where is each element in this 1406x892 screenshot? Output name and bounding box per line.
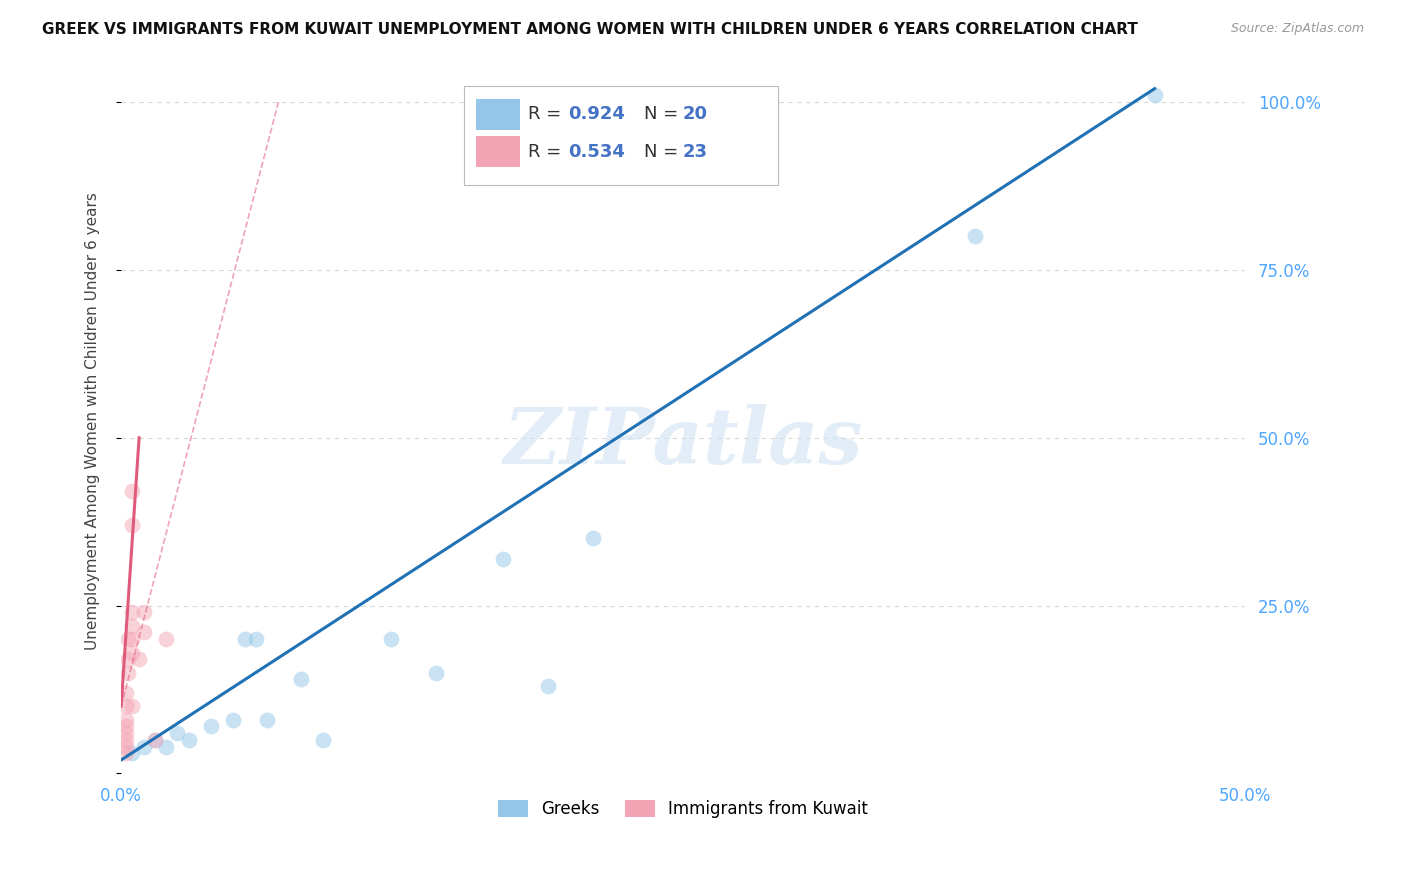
- Text: 20: 20: [683, 105, 707, 123]
- Point: [121, 746, 143, 760]
- Point: [233, 632, 256, 647]
- Point: [155, 739, 177, 754]
- Point: [114, 686, 136, 700]
- Text: 0.534: 0.534: [568, 143, 626, 161]
- Point: [290, 673, 312, 687]
- Point: [114, 719, 136, 733]
- Point: [177, 732, 200, 747]
- Point: [121, 646, 143, 660]
- Point: [256, 713, 278, 727]
- Point: [492, 551, 515, 566]
- Point: [132, 605, 155, 619]
- Point: [128, 652, 150, 666]
- FancyBboxPatch shape: [464, 87, 779, 185]
- Text: N =: N =: [644, 105, 683, 123]
- Point: [245, 632, 267, 647]
- FancyBboxPatch shape: [477, 99, 520, 130]
- Point: [121, 605, 143, 619]
- Point: [200, 719, 222, 733]
- Point: [222, 713, 245, 727]
- Text: Source: ZipAtlas.com: Source: ZipAtlas.com: [1230, 22, 1364, 36]
- Point: [117, 665, 139, 680]
- Point: [121, 518, 143, 533]
- Legend: Greeks, Immigrants from Kuwait: Greeks, Immigrants from Kuwait: [491, 794, 875, 825]
- Point: [1143, 88, 1166, 103]
- Point: [114, 732, 136, 747]
- Point: [425, 665, 447, 680]
- Y-axis label: Unemployment Among Women with Children Under 6 years: Unemployment Among Women with Children U…: [86, 192, 100, 650]
- Point: [121, 699, 143, 714]
- Text: 0.924: 0.924: [568, 105, 626, 123]
- Text: GREEK VS IMMIGRANTS FROM KUWAIT UNEMPLOYMENT AMONG WOMEN WITH CHILDREN UNDER 6 Y: GREEK VS IMMIGRANTS FROM KUWAIT UNEMPLOY…: [42, 22, 1137, 37]
- Point: [132, 625, 155, 640]
- Point: [582, 532, 605, 546]
- Point: [121, 618, 143, 632]
- Point: [114, 746, 136, 760]
- Point: [132, 739, 155, 754]
- Text: R =: R =: [527, 143, 567, 161]
- Point: [121, 484, 143, 499]
- Point: [114, 726, 136, 740]
- Point: [312, 732, 335, 747]
- Text: N =: N =: [644, 143, 683, 161]
- Point: [143, 732, 166, 747]
- Point: [114, 739, 136, 754]
- Point: [963, 229, 986, 244]
- Point: [117, 632, 139, 647]
- Point: [537, 679, 560, 693]
- Text: 23: 23: [683, 143, 707, 161]
- Point: [117, 652, 139, 666]
- Point: [114, 713, 136, 727]
- Point: [380, 632, 402, 647]
- Text: R =: R =: [527, 105, 567, 123]
- Point: [114, 699, 136, 714]
- Point: [166, 726, 188, 740]
- Point: [143, 732, 166, 747]
- Text: ZIPatlas: ZIPatlas: [503, 404, 862, 481]
- FancyBboxPatch shape: [477, 136, 520, 167]
- Point: [155, 632, 177, 647]
- Point: [121, 632, 143, 647]
